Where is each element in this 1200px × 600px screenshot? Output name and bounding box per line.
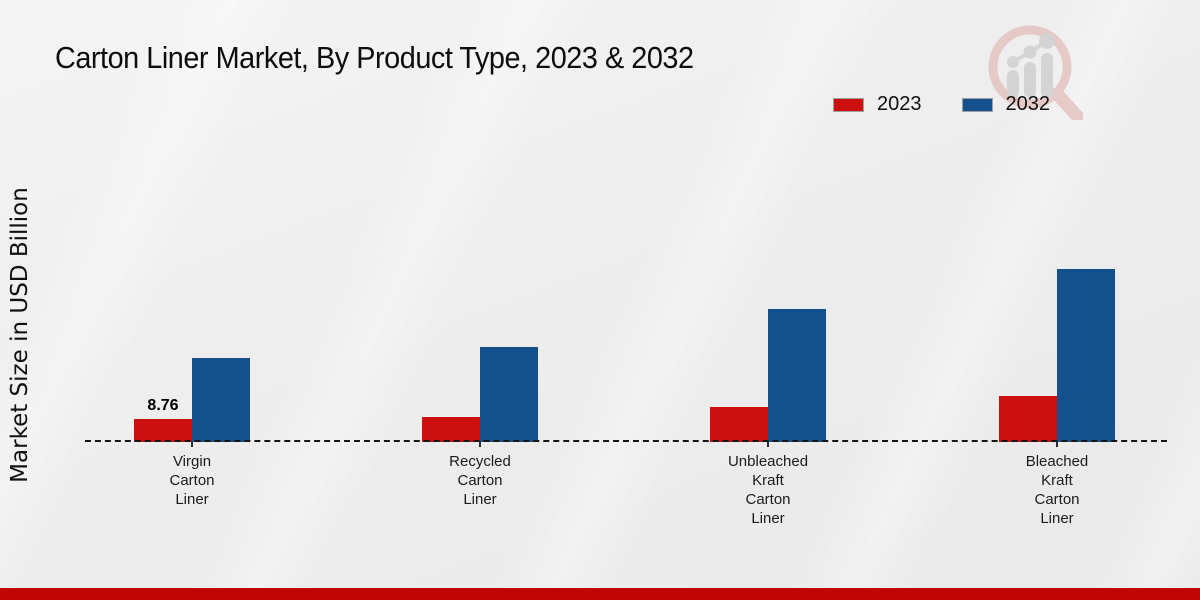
category-label-recycled-carton-liner: Recycled Carton Liner (449, 453, 511, 508)
bar-2023-virgin-carton-liner (134, 419, 192, 442)
bar-value-label-virgin-carton-liner: 8.76 (147, 397, 179, 414)
bar-2032-bleached-kraft-carton-liner (1057, 269, 1115, 442)
x-axis-tick (767, 442, 769, 447)
chart-title: Carton Liner Market, By Product Type, 20… (55, 40, 694, 75)
bar-2023-recycled-carton-liner (422, 417, 480, 442)
legend-item-2023: 2023 (833, 93, 922, 116)
legend-label-2032: 2032 (1005, 93, 1051, 115)
x-axis-baseline (85, 440, 1167, 442)
legend-item-2032: 2032 (961, 93, 1051, 116)
y-axis-label: Market Size in USD Billion (7, 187, 33, 483)
legend: 2023 2032 (833, 93, 1050, 116)
footer-accent-bar (0, 588, 1200, 600)
legend-swatch-2032 (961, 97, 993, 112)
magnifier-bar-chart-logo-icon (988, 25, 1083, 120)
legend-swatch-2023 (833, 97, 864, 112)
category-label-unbleached-kraft-carton-liner: Unbleached Kraft Carton Liner (727, 453, 809, 527)
bar-2032-virgin-carton-liner (192, 358, 250, 442)
bar-2032-recycled-carton-liner (480, 347, 538, 442)
x-axis-tick (191, 442, 193, 447)
legend-label-2023: 2023 (877, 93, 922, 115)
bar-2032-unbleached-kraft-carton-liner (768, 309, 826, 442)
bar-2023-unbleached-kraft-carton-liner (710, 407, 768, 442)
x-axis-tick (479, 442, 481, 447)
category-label-virgin-carton-liner: Virgin Carton Liner (169, 453, 215, 508)
x-axis-tick (1056, 442, 1058, 447)
bar-2023-bleached-kraft-carton-liner (999, 396, 1057, 442)
category-label-bleached-kraft-carton-liner: Bleached Kraft Carton Liner (1025, 453, 1089, 527)
